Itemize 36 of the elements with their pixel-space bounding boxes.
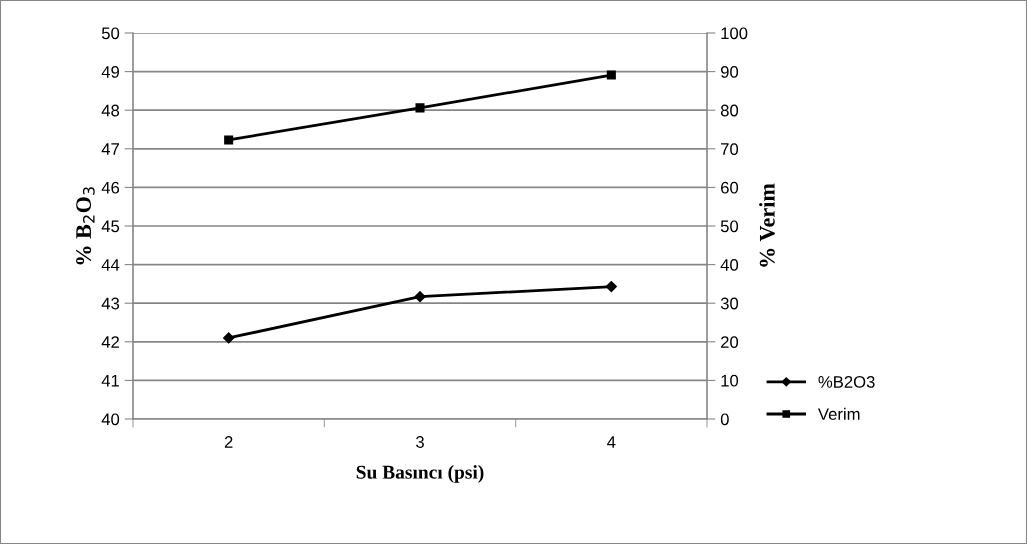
y-tick-label: 44	[101, 259, 120, 271]
y-tick-label: 50	[101, 27, 120, 40]
x-tick-label: 2	[224, 436, 233, 448]
y-tick-label: 49	[101, 66, 120, 78]
y-tick-label: 48	[101, 104, 120, 117]
y2-axis-title: % Verim	[759, 183, 775, 267]
point	[606, 70, 616, 80]
y2-tick-label: 90	[720, 66, 739, 78]
y-tick-label: 41	[101, 374, 119, 387]
y2-tick-label: 0	[720, 413, 729, 426]
y-tick-label: 47	[101, 143, 119, 155]
y-tick-label: 46	[101, 181, 120, 194]
y-tick-label: 45	[101, 220, 120, 233]
x-axis-title: Su Basıncı (psi)	[356, 465, 484, 483]
y2-tick-label: 20	[721, 336, 739, 348]
x-tick-label: 4	[607, 436, 616, 448]
point	[605, 280, 617, 293]
x-tick-label: 3	[416, 436, 424, 448]
y2-tick-label: 10	[721, 374, 739, 387]
y2-tick-label: 40	[720, 259, 739, 271]
y-axis-title: % B$_{2}$O$_{3}$	[76, 187, 95, 265]
y-tick-label: 42	[101, 336, 119, 348]
point	[223, 332, 235, 344]
legend-label: %B2O3	[818, 376, 875, 388]
point	[415, 103, 425, 113]
y2-tick-label: 80	[720, 104, 739, 117]
point	[224, 135, 234, 145]
y-tick-label: 43	[101, 297, 120, 310]
point	[414, 291, 426, 303]
y2-tick-label: 100	[721, 27, 748, 40]
y2-tick-label: 30	[720, 297, 739, 310]
y2-tick-label: 70	[721, 143, 739, 155]
y-tick-label: 40	[101, 413, 120, 426]
y2-tick-label: 60	[721, 181, 739, 194]
legend-label: Verim	[817, 407, 860, 421]
y2-tick-label: 50	[720, 220, 739, 233]
